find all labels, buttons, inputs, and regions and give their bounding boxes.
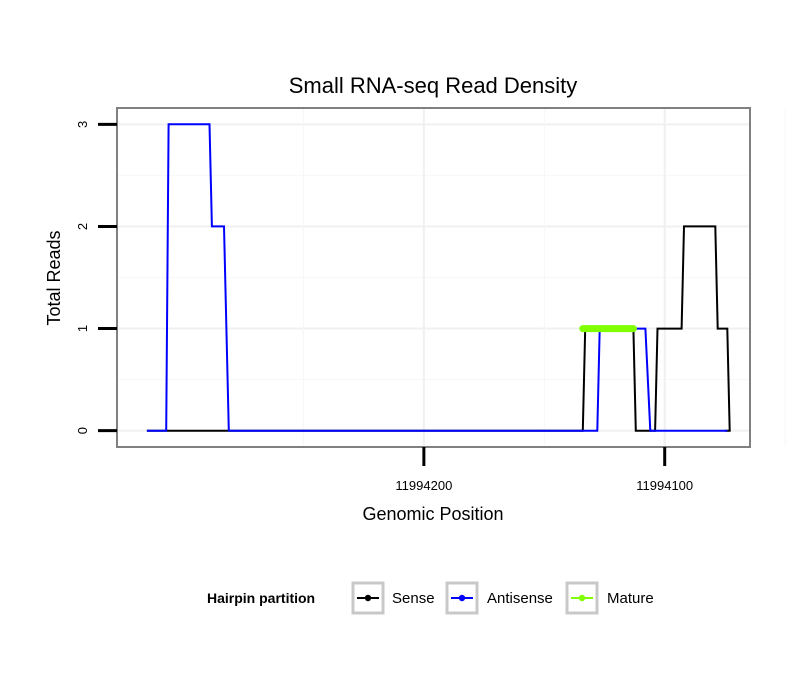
legend-swatch-antisense bbox=[458, 594, 466, 602]
data-series bbox=[146, 123, 731, 432]
grid-lines bbox=[118, 109, 786, 446]
legend-item-sense: Sense bbox=[351, 581, 435, 615]
series-line-antisense bbox=[146, 123, 728, 432]
legend-item-mature: Mature bbox=[565, 581, 654, 615]
chart-title: Small RNA-seq Read Density bbox=[289, 73, 578, 98]
y-axis-title: Total Reads bbox=[44, 230, 64, 325]
legend-swatch-sense bbox=[364, 594, 372, 602]
legend-title: Hairpin partition bbox=[207, 590, 315, 606]
y-tick-label: 0 bbox=[75, 427, 90, 434]
y-tick-label: 3 bbox=[75, 121, 90, 128]
legend-label-mature: Mature bbox=[607, 590, 654, 607]
x-tick-label: 11994100 bbox=[636, 478, 693, 493]
y-tick-label: 2 bbox=[75, 223, 90, 230]
legend-label-sense: Sense bbox=[392, 590, 435, 607]
legend: Hairpin partition Sense Antisense Mature bbox=[207, 581, 654, 615]
legend-label-antisense: Antisense bbox=[487, 590, 553, 607]
x-axis-title: Genomic Position bbox=[362, 504, 503, 524]
legend-swatch-mature bbox=[578, 594, 586, 602]
x-tick-label: 11994200 bbox=[395, 478, 452, 493]
axes: 0 1 2 3 11994200 11994100 bbox=[75, 121, 693, 493]
y-tick-label: 1 bbox=[75, 325, 90, 332]
legend-item-antisense: Antisense bbox=[445, 581, 553, 615]
